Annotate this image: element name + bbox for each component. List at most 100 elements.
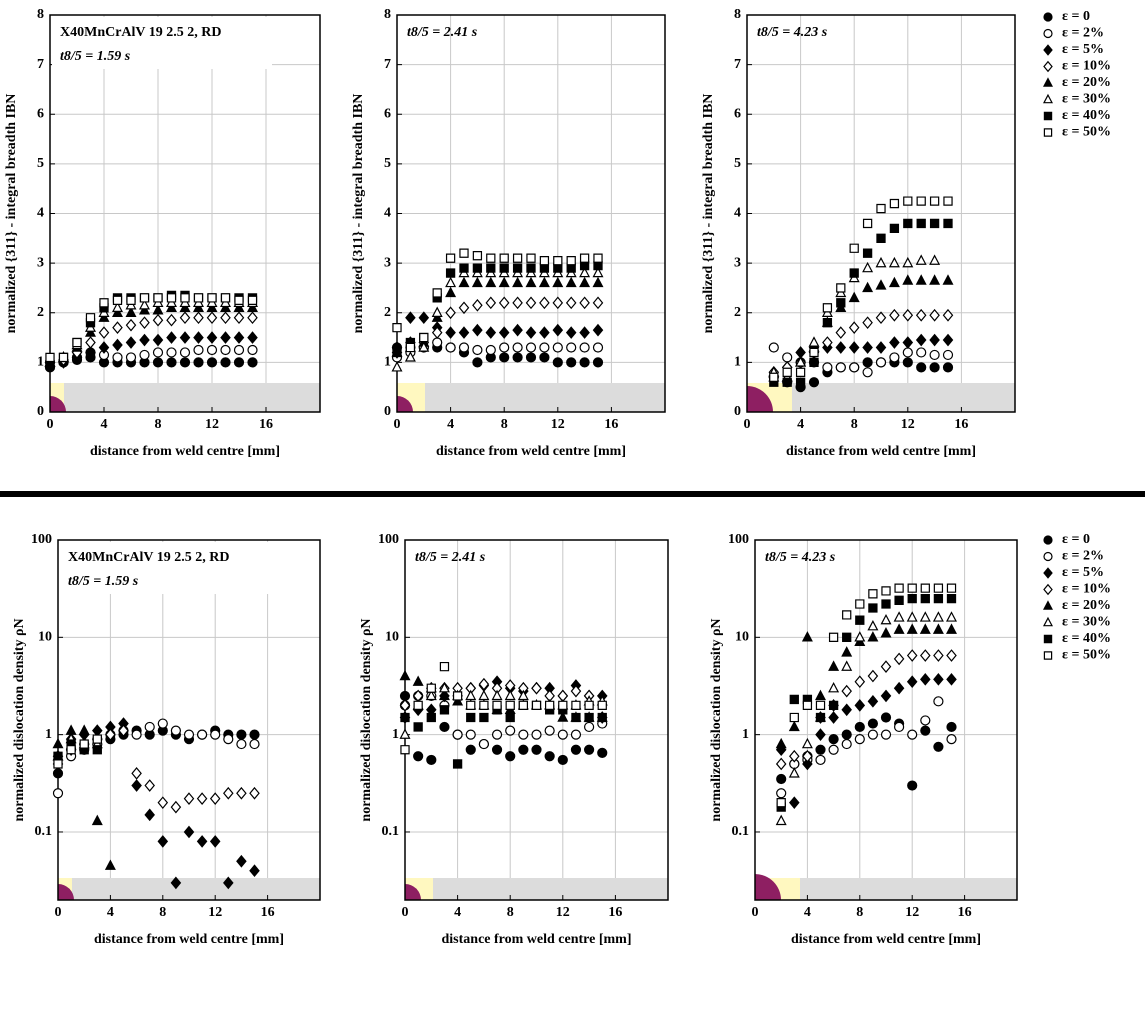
- marker: [566, 342, 577, 353]
- y-tick-label: 100: [31, 532, 52, 547]
- marker: [152, 313, 164, 327]
- marker: [139, 333, 150, 347]
- marker: [841, 738, 852, 750]
- marker: [789, 712, 799, 723]
- y-axis-label: normalized {311} - integral breadth IBN: [4, 94, 19, 334]
- marker: [183, 792, 195, 805]
- marker: [426, 683, 436, 693]
- annotation-box: [52, 17, 272, 69]
- marker: [544, 700, 555, 711]
- marker: [929, 362, 940, 373]
- marker: [52, 737, 64, 749]
- marker: [868, 603, 878, 613]
- y-axis-label: normalized {311} - integral breadth IBN: [701, 94, 716, 334]
- marker: [112, 321, 123, 334]
- y-tick-label: 8: [734, 7, 741, 22]
- marker: [929, 218, 940, 229]
- marker: [539, 255, 550, 266]
- legend-label: ε = 2%: [1062, 549, 1104, 564]
- annotation: t8/5 = 1.59 s: [60, 49, 131, 64]
- marker: [512, 263, 523, 273]
- marker: [867, 669, 879, 683]
- marker: [597, 747, 608, 758]
- y-tick-label: 3: [37, 255, 44, 270]
- marker: [193, 301, 204, 312]
- marker: [249, 864, 260, 878]
- marker: [438, 689, 450, 701]
- y-tick-label: 0: [37, 404, 44, 419]
- marker: [842, 632, 852, 642]
- marker: [180, 293, 190, 303]
- marker: [915, 333, 927, 347]
- marker: [139, 304, 150, 315]
- legend-marker: [1043, 93, 1053, 104]
- annotation: t8/5 = 2.41 s: [415, 550, 486, 565]
- marker: [206, 301, 218, 312]
- x-tick-label: 16: [261, 905, 275, 920]
- marker: [566, 357, 577, 368]
- marker: [471, 276, 483, 288]
- marker: [768, 342, 779, 353]
- marker: [465, 744, 476, 755]
- legend-label: ε = 40%: [1062, 631, 1111, 646]
- marker: [907, 593, 917, 604]
- marker: [220, 311, 231, 325]
- marker: [943, 218, 953, 229]
- marker: [539, 352, 550, 363]
- marker: [391, 361, 403, 372]
- marker: [505, 751, 516, 762]
- band-purple: [405, 884, 421, 900]
- marker: [920, 725, 931, 736]
- marker: [789, 796, 800, 810]
- marker: [893, 721, 905, 733]
- marker: [848, 341, 860, 354]
- marker: [862, 357, 873, 368]
- y-axis-label: normalized {311} - integral breadth IBN: [351, 94, 366, 334]
- marker: [828, 700, 839, 711]
- marker: [592, 296, 604, 310]
- x-tick-label: 8: [159, 905, 166, 920]
- marker: [584, 712, 594, 723]
- x-tick-label: 12: [901, 417, 915, 432]
- band-purple: [747, 386, 773, 412]
- x-axis-label: distance from weld centre [mm]: [94, 932, 284, 947]
- marker: [592, 342, 604, 353]
- marker: [880, 712, 892, 723]
- marker: [247, 295, 258, 305]
- marker: [592, 276, 604, 288]
- marker: [209, 792, 221, 805]
- legend-label: ε = 40%: [1062, 108, 1111, 123]
- marker: [196, 792, 208, 805]
- y-tick-label: 0.1: [382, 824, 400, 839]
- marker: [942, 362, 954, 373]
- x-tick-label: 0: [55, 905, 62, 920]
- marker: [66, 745, 76, 755]
- marker: [492, 700, 502, 711]
- marker: [525, 276, 537, 288]
- marker: [570, 684, 582, 698]
- marker: [413, 751, 424, 762]
- marker: [782, 377, 792, 387]
- y-tick-label: 6: [734, 106, 741, 121]
- marker: [920, 593, 930, 604]
- marker: [929, 308, 940, 322]
- marker: [867, 718, 879, 729]
- marker: [144, 721, 155, 733]
- band-purple: [50, 396, 66, 412]
- legend-marker: [1043, 535, 1053, 545]
- marker: [557, 754, 568, 766]
- marker: [79, 739, 89, 749]
- marker: [125, 306, 137, 317]
- marker: [452, 729, 463, 740]
- legend-label: ε = 30%: [1062, 615, 1111, 630]
- marker: [170, 876, 182, 890]
- marker: [875, 357, 887, 368]
- marker: [166, 331, 177, 344]
- marker: [233, 357, 245, 368]
- marker: [491, 729, 503, 740]
- marker: [72, 337, 82, 348]
- marker: [125, 336, 137, 349]
- marker: [247, 344, 258, 356]
- marker: [98, 311, 110, 322]
- annotation: X40MnCrAlV 19 2.5 2, RD: [60, 25, 222, 40]
